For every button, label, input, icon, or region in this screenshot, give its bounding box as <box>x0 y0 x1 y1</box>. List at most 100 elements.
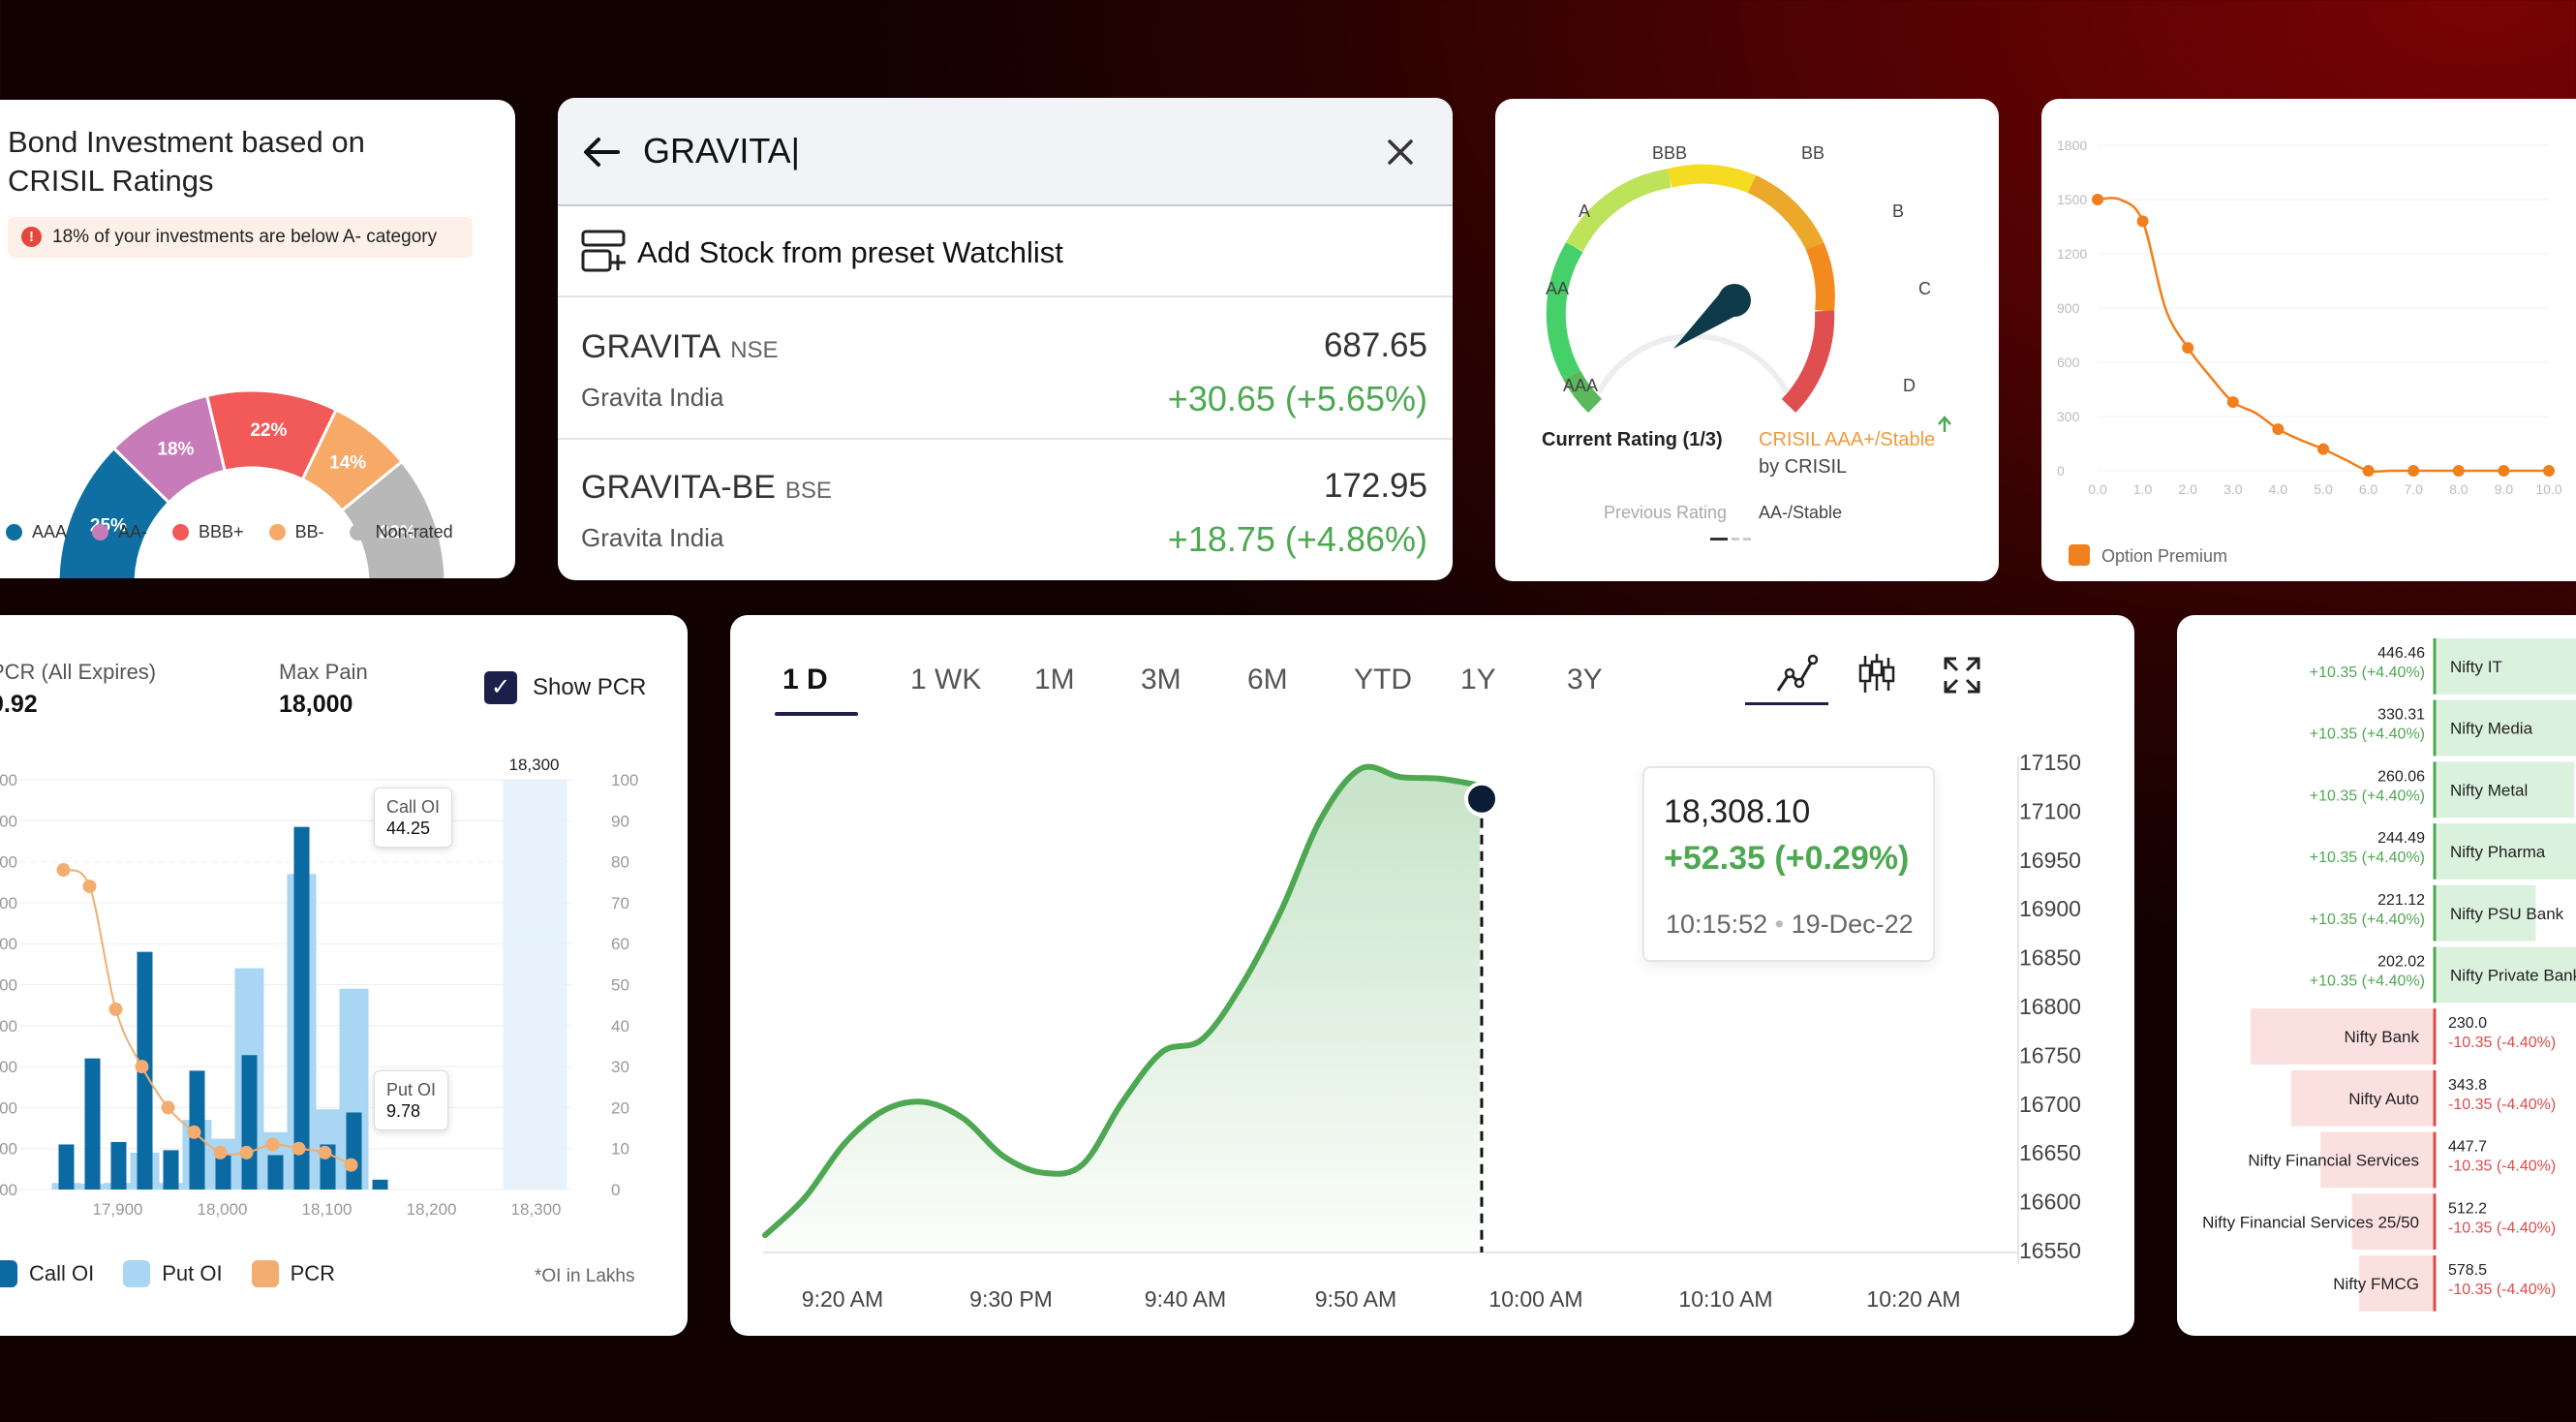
tab-1d[interactable]: 1 D <box>782 664 828 696</box>
sector-value: 260.06 <box>2377 768 2425 785</box>
x-tick-label: 18,300 <box>511 1200 562 1219</box>
y-tick-label: 900 <box>2057 300 2080 316</box>
y-left-tick: 0.00 <box>0 1181 17 1199</box>
x-tick-label: 9:30 PM <box>969 1286 1053 1312</box>
current-rating-label: Current Rating (1/3) <box>1542 429 1723 450</box>
sector-bar-down[interactable] <box>2351 1193 2436 1250</box>
sector-value: 343.8 <box>2448 1077 2487 1094</box>
search-input[interactable]: GRAVITA| <box>643 131 801 170</box>
price-tooltip: 18,308.10 +52.35 (+0.29%) 10:15:52 • 19-… <box>1642 766 1935 962</box>
sector-name: Nifty Media <box>2450 720 2533 738</box>
premium-point <box>2498 465 2510 477</box>
search-result-row[interactable]: GRAVITA NSE Gravita India 687.65 +30.65 (… <box>558 299 1453 440</box>
sector-bar-down[interactable] <box>2359 1255 2435 1312</box>
y-tick-label: 16800 <box>2019 994 2081 1019</box>
tab-3m[interactable]: 3M <box>1141 664 1181 696</box>
fullscreen-icon[interactable] <box>1943 656 1981 695</box>
bond-ratings-card: Bond Investment based on CRISIL Ratings … <box>0 100 515 578</box>
sector-bar-up[interactable] <box>2435 823 2576 880</box>
donut-slice-label: 14% <box>329 452 366 473</box>
sector-change: -10.35 (-4.40%) <box>2448 1097 2556 1113</box>
warning-icon: ! <box>21 227 42 247</box>
y-tick-label: 1800 <box>2057 138 2087 153</box>
gauge-band-aa <box>1546 241 1583 380</box>
sector-name: Nifty Metal <box>2450 781 2528 799</box>
rating-gauge: AAA AA A BBB BB B C D Current Rating (1/… <box>1542 143 1951 541</box>
chart-type-underline <box>1745 702 1828 705</box>
y-right-tick: 70 <box>611 894 629 912</box>
watchlist-add-icon <box>581 230 626 272</box>
call-oi-bar <box>84 1058 101 1190</box>
tab-6m[interactable]: 6M <box>1247 664 1288 696</box>
crosshair-point[interactable] <box>1464 781 1499 817</box>
x-tick-label: 10:00 AM <box>1488 1286 1582 1312</box>
sector-change: +10.35 (+4.40%) <box>2310 974 2425 990</box>
search-result-row[interactable]: GRAVITA-BE BSE Gravita India 172.95 +18.7… <box>558 440 1453 580</box>
legend-item-aaa: AAA <box>6 522 67 542</box>
x-tick-label: 10:10 AM <box>1678 1286 1772 1312</box>
open-interest-chart: 18,300 0.00 0 5.00 10 10.00 20 15.00 30 20.00 40 25… <box>0 756 638 1219</box>
page-indicator-active[interactable] <box>1710 538 1728 541</box>
sector-name: Nifty Financial Services 25/50 <box>2202 1213 2419 1231</box>
tab-3y[interactable]: 3Y <box>1567 664 1603 696</box>
sector-name: Nifty IT <box>2450 658 2502 676</box>
pcr-point <box>344 1158 358 1172</box>
sector-bar-up[interactable] <box>2435 699 2576 757</box>
sector-value: 446.46 <box>2377 645 2425 662</box>
tooltip-put-label: Put OI <box>386 1080 437 1099</box>
tab-1wk[interactable]: 1 WK <box>910 664 982 696</box>
sector-bar-up[interactable] <box>2435 638 2576 695</box>
sector-bar-down[interactable] <box>2320 1131 2435 1189</box>
put-oi-tooltip: Put OI 9.78 <box>374 1070 449 1130</box>
page-indicator[interactable] <box>1732 538 1739 541</box>
sector-bar-up[interactable] <box>2435 761 2575 819</box>
candlestick-icon[interactable] <box>1857 652 1896 696</box>
x-tick-label: 9:20 AM <box>802 1286 883 1312</box>
x-tick-label: 0.0 <box>2088 481 2107 497</box>
y-right-tick: 50 <box>611 976 629 995</box>
call-oi-bar <box>293 826 310 1190</box>
legend-item-put-oi: Put OI <box>123 1260 223 1287</box>
tab-ytd[interactable]: YTD <box>1354 664 1412 696</box>
tab-1m[interactable]: 1M <box>1034 664 1075 696</box>
y-tick-label: 600 <box>2057 355 2080 370</box>
x-tick-label: 4.0 <box>2269 481 2288 497</box>
sector-bar-down[interactable] <box>2290 1069 2435 1127</box>
sector-change: +10.35 (+4.40%) <box>2310 665 2425 681</box>
legend-item-call-oi: Call OI <box>0 1260 94 1287</box>
stock-search-card: GRAVITA| Add Stock from preset Watchlist… <box>558 98 1453 580</box>
x-tick-label: 8.0 <box>2449 481 2469 497</box>
y-left-tick: 25.00 <box>0 976 17 995</box>
sector-value: 512.2 <box>2448 1200 2487 1217</box>
tooltip-put-value: 9.78 <box>386 1101 421 1121</box>
sector-change: +10.35 (+4.40%) <box>2310 850 2425 866</box>
tooltip-change: +52.35 (+0.29%) <box>1664 840 1910 877</box>
gauge-band-d <box>1781 310 1835 413</box>
premium-point <box>2317 443 2329 455</box>
add-from-watchlist-row[interactable]: Add Stock from preset Watchlist <box>558 206 1453 297</box>
line-chart-icon[interactable] <box>1774 652 1819 696</box>
pcr-point <box>161 1100 175 1115</box>
call-oi-bar <box>163 1150 179 1190</box>
tab-1y[interactable]: 1Y <box>1460 664 1496 696</box>
price-area <box>765 766 1480 1252</box>
sector-bar-up[interactable] <box>2435 884 2536 942</box>
checkbox-checked-icon[interactable]: ✓ <box>484 671 517 704</box>
show-pcr-toggle[interactable]: ✓ Show PCR <box>484 671 646 704</box>
add-from-watchlist-label: Add Stock from preset Watchlist <box>637 235 1063 269</box>
page-indicator[interactable] <box>1743 538 1751 541</box>
clear-search-icon[interactable] <box>1387 139 1414 166</box>
sector-name: Nifty Private Bank <box>2450 967 2576 985</box>
sector-bar-up[interactable] <box>2435 946 2576 1004</box>
result-exchange: NSE <box>730 337 779 363</box>
sector-bar-down[interactable] <box>2251 1008 2435 1065</box>
y-tick-label: 16750 <box>2019 1042 2081 1067</box>
x-tick-label: 10.0 <box>2535 481 2561 497</box>
max-pain-value: 18,000 <box>279 691 353 718</box>
result-symbol: GRAVITA-BE BSE <box>581 469 832 506</box>
x-tick-label: 7.0 <box>2404 481 2423 497</box>
y-right-tick: 60 <box>611 935 629 953</box>
back-arrow-icon[interactable] <box>581 132 622 172</box>
rating-agency: by CRISIL <box>1759 456 1847 478</box>
x-tick-label: 1.0 <box>2133 481 2153 497</box>
